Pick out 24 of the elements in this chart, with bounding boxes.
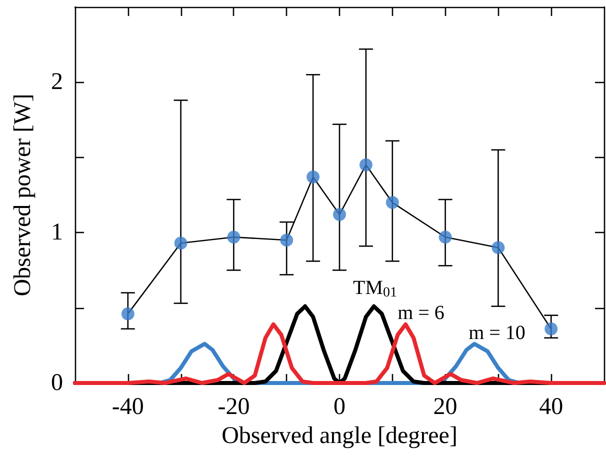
- point: [544, 322, 558, 336]
- x-tick-label: 40: [539, 394, 564, 420]
- point: [438, 230, 452, 244]
- annotation: m = 10: [468, 322, 526, 344]
- annotation: m = 6: [398, 302, 444, 324]
- y-tick-label: 0: [51, 370, 63, 396]
- x-tick-label: 20: [433, 394, 458, 420]
- y-tick-label: 1: [51, 220, 63, 246]
- y-tick-label: 2: [51, 69, 63, 96]
- x-tick-label: -40: [112, 394, 144, 420]
- point: [333, 208, 346, 222]
- point: [174, 236, 188, 250]
- line-series: [73, 322, 606, 385]
- point: [306, 170, 320, 184]
- point: [386, 196, 399, 210]
- point: [227, 230, 240, 244]
- point: [359, 158, 372, 172]
- x-tick-label: 0: [334, 394, 346, 420]
- point: [121, 307, 134, 320]
- point: [492, 241, 505, 254]
- x-tick-label: -20: [218, 394, 250, 420]
- point: [280, 234, 294, 247]
- y-axis-title: Observed power [W]: [10, 94, 36, 296]
- x-axis-title: Observed angle [degree]: [222, 422, 458, 449]
